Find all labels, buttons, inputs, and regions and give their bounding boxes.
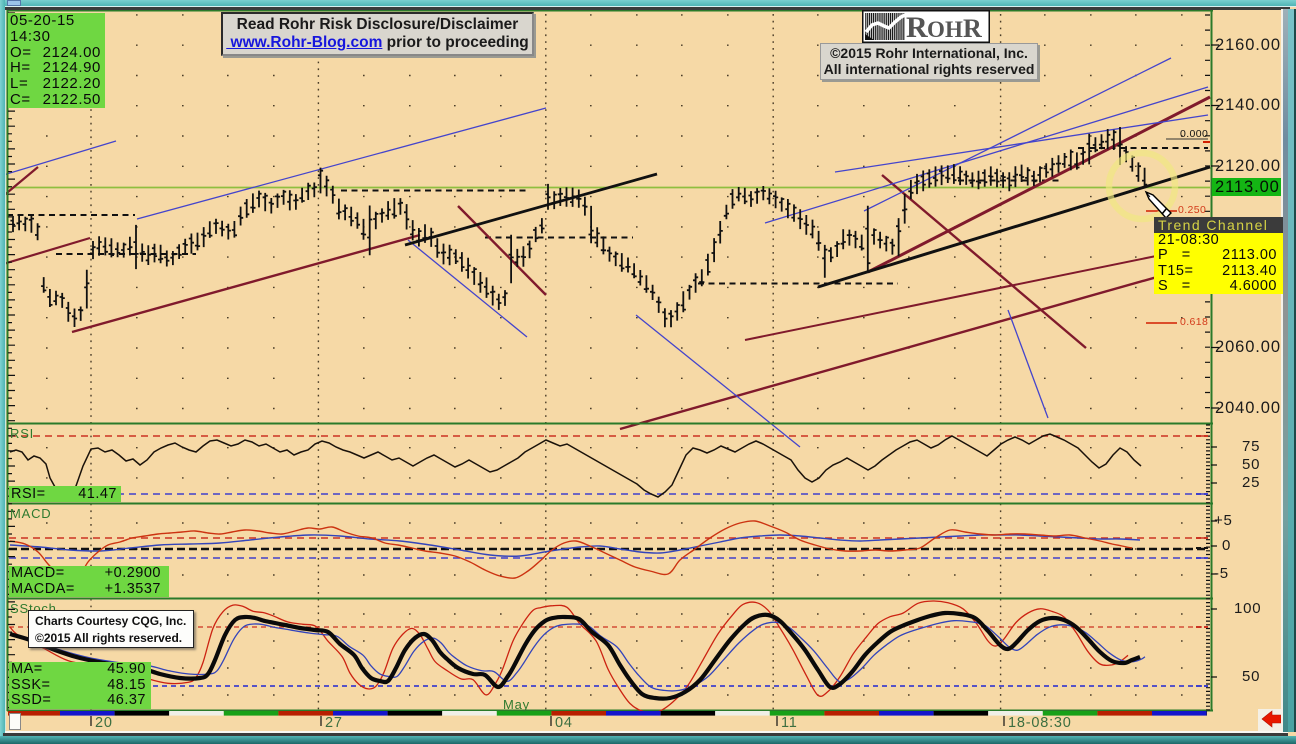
svg-text:R: R: [906, 11, 928, 43]
svg-text:R: R: [963, 14, 982, 43]
svg-text:O: O: [927, 17, 945, 42]
svg-text:H: H: [945, 17, 963, 42]
